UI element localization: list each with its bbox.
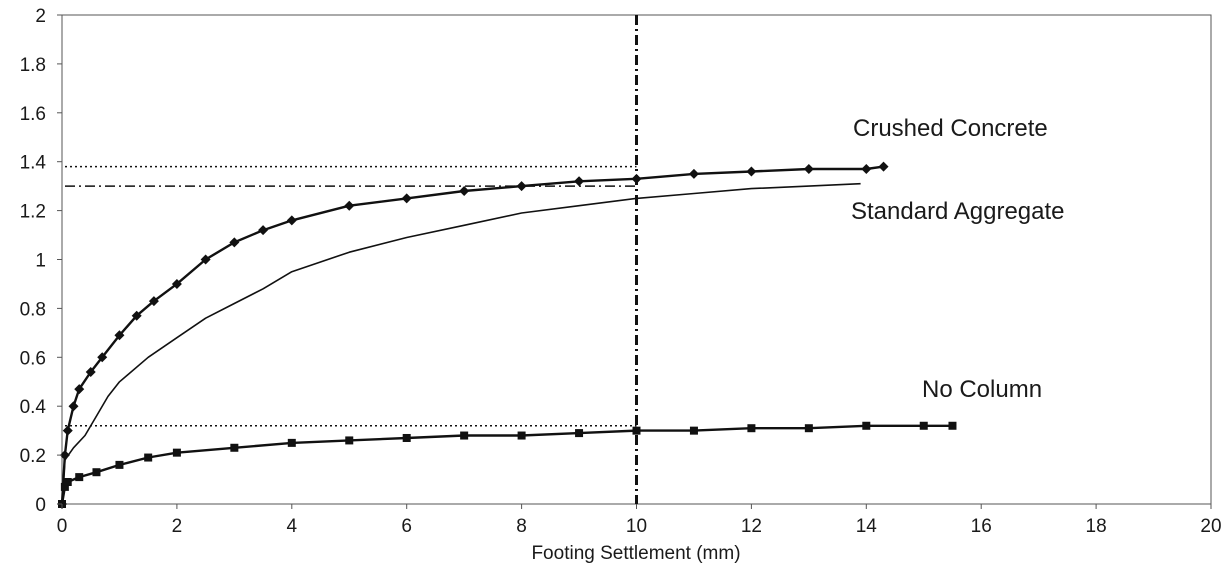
data-point	[115, 460, 124, 469]
data-point	[861, 164, 872, 175]
x-tick-label: 14	[856, 516, 878, 537]
data-point	[919, 421, 928, 430]
x-tick-label: 2	[172, 516, 183, 537]
data-point	[286, 215, 297, 226]
tick-labels: 0 2 4 6 8 10 12 14 16 18 20 0 0.2 0.4 0.6 0.8 1 1.2 1.4 1.6…	[20, 6, 1222, 537]
x-tick-label: 16	[971, 516, 992, 537]
x-tick-label: 10	[626, 516, 647, 537]
series-layer	[57, 161, 957, 509]
y-tick-label: 0	[35, 495, 46, 516]
data-point	[75, 473, 84, 482]
y-tick-label: 0.6	[20, 348, 46, 369]
data-point	[460, 431, 469, 440]
y-tick-label: 1	[35, 251, 46, 272]
data-point	[68, 401, 79, 412]
data-point	[862, 421, 871, 430]
data-point	[746, 166, 757, 177]
x-tick-label: 6	[401, 516, 412, 537]
data-point	[200, 254, 211, 265]
data-point	[345, 436, 354, 445]
data-point	[803, 164, 814, 175]
data-point	[229, 237, 240, 248]
y-tick-label: 1.4	[20, 153, 47, 174]
series-line-standard-aggregate	[61, 182, 861, 505]
series-line-no-column	[60, 424, 953, 505]
y-tick-label: 1.8	[20, 55, 46, 76]
series-label-crushed-concrete: Crushed Concrete	[853, 115, 1048, 142]
data-point	[148, 296, 159, 307]
data-point	[948, 421, 957, 430]
data-point	[230, 443, 239, 452]
x-tick-label: 20	[1200, 516, 1221, 537]
x-tick-label: 8	[516, 516, 527, 537]
data-point	[344, 200, 355, 211]
data-point	[516, 181, 527, 192]
series-no-column	[58, 421, 957, 508]
data-point	[171, 278, 182, 289]
data-point	[575, 429, 584, 438]
x-axis-title: Footing Settlement (mm)	[531, 543, 740, 564]
data-point	[632, 426, 641, 435]
data-point	[60, 482, 69, 491]
data-point	[131, 310, 142, 321]
data-point	[574, 176, 585, 187]
data-point	[85, 366, 96, 377]
x-tick-label: 4	[287, 516, 298, 537]
data-point	[631, 173, 642, 184]
reference-lines	[65, 15, 638, 504]
y-tick-label: 0.2	[20, 446, 46, 467]
x-tick-label: 0	[57, 516, 68, 537]
x-tick-label: 12	[741, 516, 762, 537]
data-point	[688, 168, 699, 179]
y-tick-label: 0.8	[20, 299, 46, 320]
data-point	[144, 453, 153, 462]
y-tick-label: 1.2	[20, 202, 46, 223]
data-point	[804, 424, 813, 433]
y-tick-label: 2	[35, 6, 46, 27]
data-point	[402, 433, 411, 442]
data-point	[92, 468, 101, 477]
series-crushed-concrete	[57, 161, 889, 509]
data-point	[878, 161, 889, 172]
series-labels: Crushed Concrete Standard Aggregate No C…	[851, 115, 1065, 403]
series-label-no-column: No Column	[922, 376, 1042, 403]
series-line-crushed-concrete	[60, 165, 884, 505]
data-point	[459, 186, 470, 197]
series-label-standard-aggregate: Standard Aggregate	[851, 198, 1065, 225]
data-point	[689, 426, 698, 435]
y-tick-label: 0.4	[20, 397, 47, 418]
data-point	[74, 384, 85, 395]
x-tick-label: 18	[1086, 516, 1107, 537]
data-point	[401, 193, 412, 204]
data-point	[747, 424, 756, 433]
data-point	[517, 431, 526, 440]
series-standard-aggregate	[61, 182, 861, 505]
data-point	[62, 425, 73, 436]
data-point	[97, 352, 108, 363]
data-point	[258, 225, 269, 236]
data-point	[114, 330, 125, 341]
data-point	[63, 477, 72, 486]
data-point	[172, 448, 181, 457]
y-tick-label: 1.6	[20, 104, 46, 125]
data-point	[287, 438, 296, 447]
